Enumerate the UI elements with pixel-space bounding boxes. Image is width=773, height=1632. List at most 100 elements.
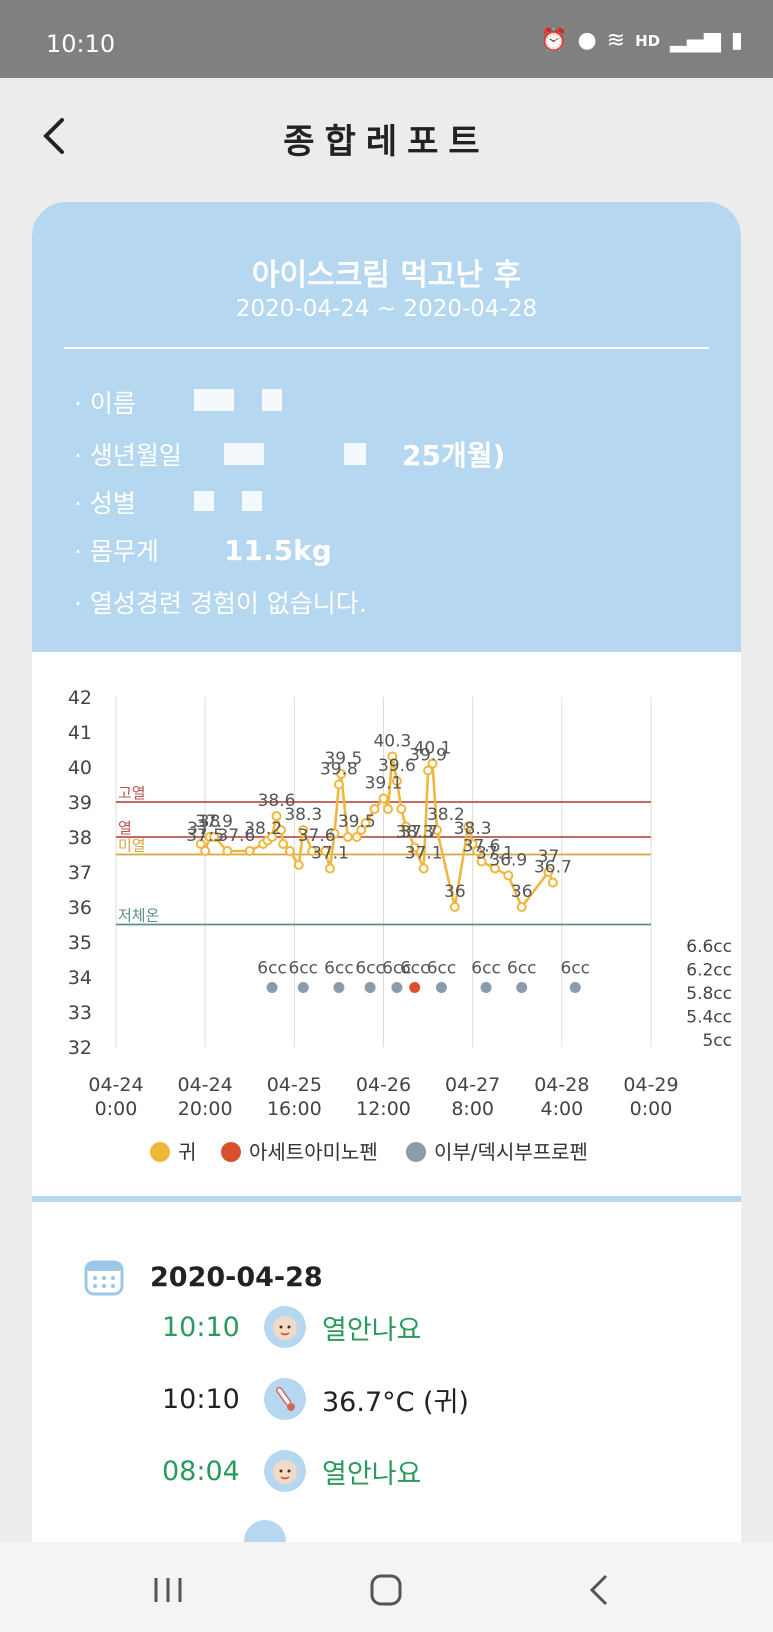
- ear-temp-point: [369, 804, 380, 814]
- page-title: 종합레포트: [283, 122, 490, 162]
- ear-temp-point: [467, 839, 478, 849]
- record-log: 2020-04-28 10:10 열안나요 10:10 36.7°C (귀) 0…: [32, 1202, 741, 1547]
- y-tick-label: 38: [68, 827, 92, 849]
- ear-temp-point: [293, 860, 304, 870]
- info-label: 이름: [89, 389, 136, 418]
- ear-temp-data-label: 37.1: [405, 844, 443, 864]
- medication-point: [435, 982, 447, 993]
- y-tick-label: 40: [68, 757, 92, 779]
- system-back-button[interactable]: [580, 1570, 620, 1610]
- ear-temp-data-label: 39.5: [338, 812, 376, 832]
- ear-temp-point: [427, 758, 438, 769]
- medication-dose-label: 6cc: [355, 959, 385, 979]
- info-note: · 열성경련 경험이 없습니다.: [74, 589, 367, 618]
- medication-point: [297, 982, 309, 993]
- right-tick-label: 5cc: [702, 1031, 732, 1051]
- recent-apps-button[interactable]: [148, 1570, 188, 1610]
- ear-temp-data-label: 39.1: [365, 774, 403, 794]
- medication-dose-label: 6cc: [382, 959, 412, 979]
- section-divider: [32, 1196, 741, 1202]
- system-nav-bar: [0, 1542, 773, 1632]
- report-card: 아이스크림 먹고난 후 2020-04-24 ~ 2020-04-28 · 이름…: [32, 202, 741, 1547]
- info-value-age: 25개월): [402, 439, 506, 472]
- blurred-value: [224, 443, 264, 465]
- ear-temp-point: [333, 779, 344, 790]
- ear-temp-point: [387, 751, 398, 762]
- ear-temp-data-label: 38.3: [454, 819, 492, 839]
- x-tick-label: 12:00: [356, 1098, 411, 1120]
- ear-temp-point: [378, 793, 389, 804]
- ear-temp-point: [298, 825, 309, 835]
- ear-temp-point: [222, 846, 233, 856]
- log-entry[interactable]: 08:04 열안나요: [162, 1450, 421, 1492]
- ear-temp-data-label: 38: [199, 812, 221, 832]
- y-tick-label: 39: [68, 792, 92, 814]
- ear-temp-point: [400, 821, 411, 832]
- ear-temp-point: [275, 825, 286, 835]
- ear-temp-point: [329, 828, 340, 839]
- medication-point: [480, 982, 492, 993]
- ear-temp-data-label: 40.1: [414, 739, 452, 759]
- thermometer-icon: [264, 1378, 306, 1420]
- x-tick-label: 04-26: [356, 1074, 411, 1096]
- home-button[interactable]: [366, 1570, 406, 1610]
- ear-temp-point: [547, 877, 558, 888]
- ear-temp-data-label: 37: [538, 847, 560, 867]
- log-entry[interactable]: 10:10 열안나요: [162, 1306, 421, 1348]
- status-bar: 10:10 ⏰ ● ≋ HD ▂▄▆ ▮: [0, 0, 773, 78]
- legend-label: 귀: [178, 1140, 196, 1164]
- x-tick-label: 0:00: [630, 1098, 673, 1120]
- ear-temp-point: [409, 842, 420, 853]
- ear-temp-point: [432, 825, 442, 835]
- info-label: 몸무게: [89, 537, 159, 566]
- ear-temp-point: [342, 832, 353, 842]
- info-value-gender: [194, 488, 262, 517]
- x-tick-label: 20:00: [178, 1098, 233, 1120]
- y-tick-label: 36: [68, 897, 92, 919]
- y-tick-label: 33: [68, 1002, 92, 1024]
- status-time: 10:10: [46, 30, 116, 58]
- medication-dose-label: 6cc: [427, 959, 457, 979]
- ear-temp-data-label: 38.3: [396, 823, 434, 843]
- y-tick-label: 41: [68, 722, 92, 744]
- ear-temp-point: [271, 811, 282, 821]
- x-tick-label: 04-27: [445, 1074, 500, 1096]
- ear-temp-data-label: 38.6: [258, 791, 296, 811]
- log-entry[interactable]: 10:10 36.7°C (귀): [162, 1378, 469, 1420]
- y-tick-label: 32: [68, 1037, 92, 1059]
- x-tick-label: 4:00: [540, 1098, 583, 1120]
- battery-icon: ▮: [730, 28, 743, 53]
- ear-temp-data-label: 37.6: [217, 826, 255, 846]
- info-row-name: · 이름: [74, 384, 282, 420]
- divider: [64, 347, 709, 349]
- ear-temp-data-label: 37.: [187, 819, 214, 839]
- report-title: 아이스크림 먹고난 후: [251, 258, 522, 293]
- entry-text: 열안나요: [322, 1314, 422, 1346]
- back-button[interactable]: [34, 114, 78, 158]
- chart-svg: 04-240:0004-2420:0004-2516:0004-2612:000…: [68, 687, 732, 1164]
- x-tick-label: 04-24: [178, 1074, 233, 1096]
- medication-point: [569, 982, 581, 993]
- info-row-gender: · 성별: [74, 484, 262, 520]
- medication-point: [333, 982, 345, 993]
- calendar-icon: [84, 1260, 124, 1296]
- y-tick-label: 34: [68, 967, 92, 989]
- ear-temp-data-label: 36: [444, 882, 466, 902]
- entry-time: 10:10: [162, 1311, 240, 1343]
- ear-temp-point: [449, 902, 460, 912]
- medication-dose-label: 6cc: [324, 959, 354, 979]
- entry-text: 열안나요: [322, 1458, 422, 1490]
- reference-line-label: 저체온: [118, 907, 159, 925]
- ear-temp-point: [360, 818, 371, 828]
- medication-point: [409, 982, 421, 993]
- medication-dose-label: 6cc: [288, 959, 318, 979]
- ear-temp-data-label: 38.3: [284, 805, 322, 825]
- right-tick-label: 6.2cc: [686, 961, 732, 981]
- ear-temp-point: [543, 867, 554, 877]
- ear-temp-data-label: 37.1: [311, 844, 349, 864]
- ear-temp-point: [351, 832, 362, 842]
- ear-temp-data-label: 39.9: [409, 746, 447, 766]
- ear-temp-point: [209, 832, 220, 842]
- ear-temp-point: [472, 846, 483, 856]
- reference-line-label: 열: [118, 819, 132, 837]
